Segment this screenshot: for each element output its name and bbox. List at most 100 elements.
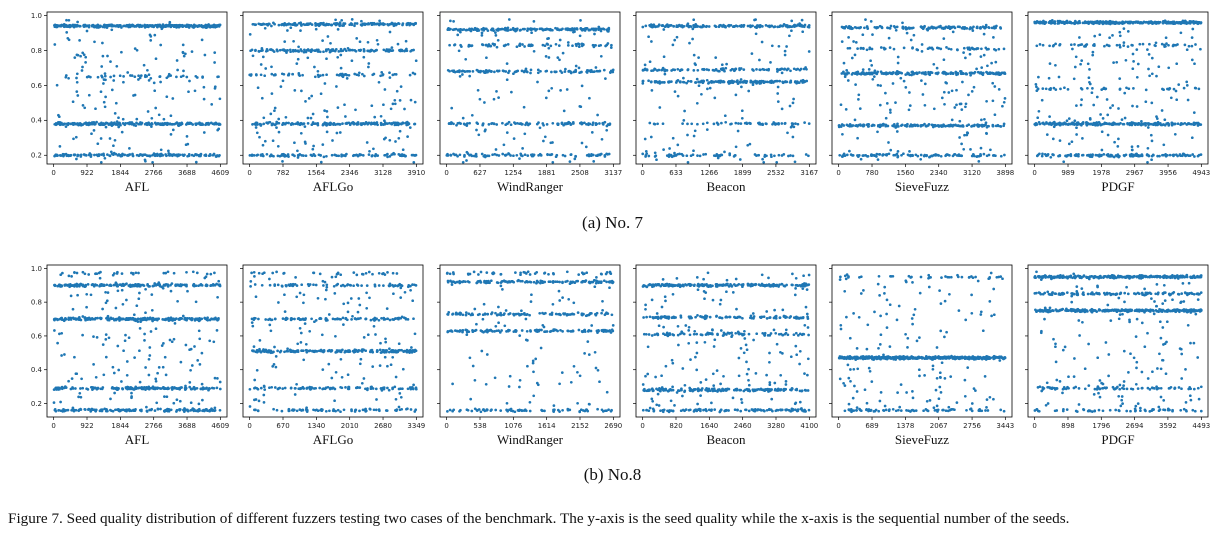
data-point [249, 49, 252, 53]
data-point [123, 153, 127, 157]
data-point [180, 121, 184, 125]
data-point [544, 28, 547, 32]
data-point [916, 48, 920, 52]
data-point [692, 149, 695, 153]
data-point [751, 24, 754, 28]
data-point [503, 26, 507, 30]
data-point [780, 122, 784, 125]
data-point [404, 39, 408, 43]
data-point [154, 57, 158, 61]
data-point [542, 123, 545, 127]
data-point [1124, 58, 1128, 62]
data-point [401, 22, 405, 25]
data-point [892, 153, 896, 157]
data-point [120, 50, 123, 54]
data-point [366, 40, 370, 44]
data-point [961, 80, 964, 84]
data-point [772, 25, 776, 29]
data-point [453, 70, 457, 74]
data-point [388, 71, 391, 75]
data-point [477, 133, 481, 137]
data-point [143, 158, 147, 162]
data-point [861, 68, 865, 71]
data-point [1191, 27, 1195, 31]
data-point [950, 118, 954, 122]
data-point [271, 139, 275, 143]
data-point [556, 122, 559, 126]
data-point [98, 24, 102, 28]
data-point [148, 23, 152, 27]
data-point [1079, 103, 1083, 107]
data-point [589, 70, 593, 73]
data-point [218, 408, 222, 412]
data-point [1099, 154, 1103, 158]
data-point [85, 75, 89, 79]
data-point [558, 58, 561, 62]
data-point [280, 152, 284, 156]
data-point [1069, 154, 1073, 158]
data-point [272, 21, 275, 25]
data-point [1075, 104, 1078, 107]
data-point [215, 25, 218, 29]
data-point [723, 150, 726, 154]
data-point [1112, 61, 1115, 64]
data-point [273, 106, 277, 110]
data-point [790, 29, 793, 33]
data-point [324, 123, 327, 126]
data-point [1100, 130, 1104, 134]
y-tick-label: 0.2 [31, 152, 42, 160]
data-point [1192, 111, 1196, 114]
data-point [895, 130, 899, 133]
data-point [746, 24, 750, 28]
data-point [764, 24, 768, 27]
data-point [569, 153, 573, 156]
data-point [601, 27, 605, 31]
data-point [124, 122, 128, 125]
data-point [696, 122, 699, 126]
data-points [248, 18, 418, 164]
data-point [580, 141, 584, 145]
data-point [364, 121, 368, 125]
data-point [89, 153, 93, 157]
data-point [803, 121, 806, 124]
data-point [597, 44, 601, 48]
data-point [159, 154, 163, 157]
data-point [523, 153, 527, 157]
data-point [512, 72, 515, 76]
data-point [100, 121, 103, 125]
data-point [1157, 65, 1161, 69]
x-tick-label: 3128 [374, 169, 392, 177]
data-point [734, 93, 738, 97]
data-point [1140, 122, 1143, 125]
data-point [999, 27, 1003, 30]
data-point [78, 39, 81, 42]
data-point [895, 124, 899, 128]
data-point [449, 154, 453, 157]
data-point [879, 46, 883, 49]
data-point [879, 84, 882, 87]
data-point [1165, 21, 1168, 25]
data-point [493, 152, 497, 156]
data-point [850, 124, 854, 127]
data-point [986, 72, 990, 76]
data-point [858, 107, 862, 110]
data-point [74, 135, 78, 139]
data-point [727, 24, 731, 28]
data-point [878, 124, 881, 128]
data-point [319, 153, 322, 157]
data-point [854, 41, 858, 44]
x-tick-label: 989 [1061, 169, 1074, 177]
data-point [374, 48, 378, 52]
data-point [1101, 123, 1104, 126]
data-point [1081, 153, 1085, 157]
data-point [925, 27, 929, 31]
data-point [263, 74, 267, 78]
data-point [525, 70, 529, 74]
data-point [512, 137, 516, 140]
data-point [329, 41, 332, 45]
data-point [991, 71, 995, 75]
data-point [165, 121, 169, 125]
data-point [1079, 62, 1082, 66]
data-point [321, 73, 325, 77]
data-point [1139, 21, 1142, 24]
